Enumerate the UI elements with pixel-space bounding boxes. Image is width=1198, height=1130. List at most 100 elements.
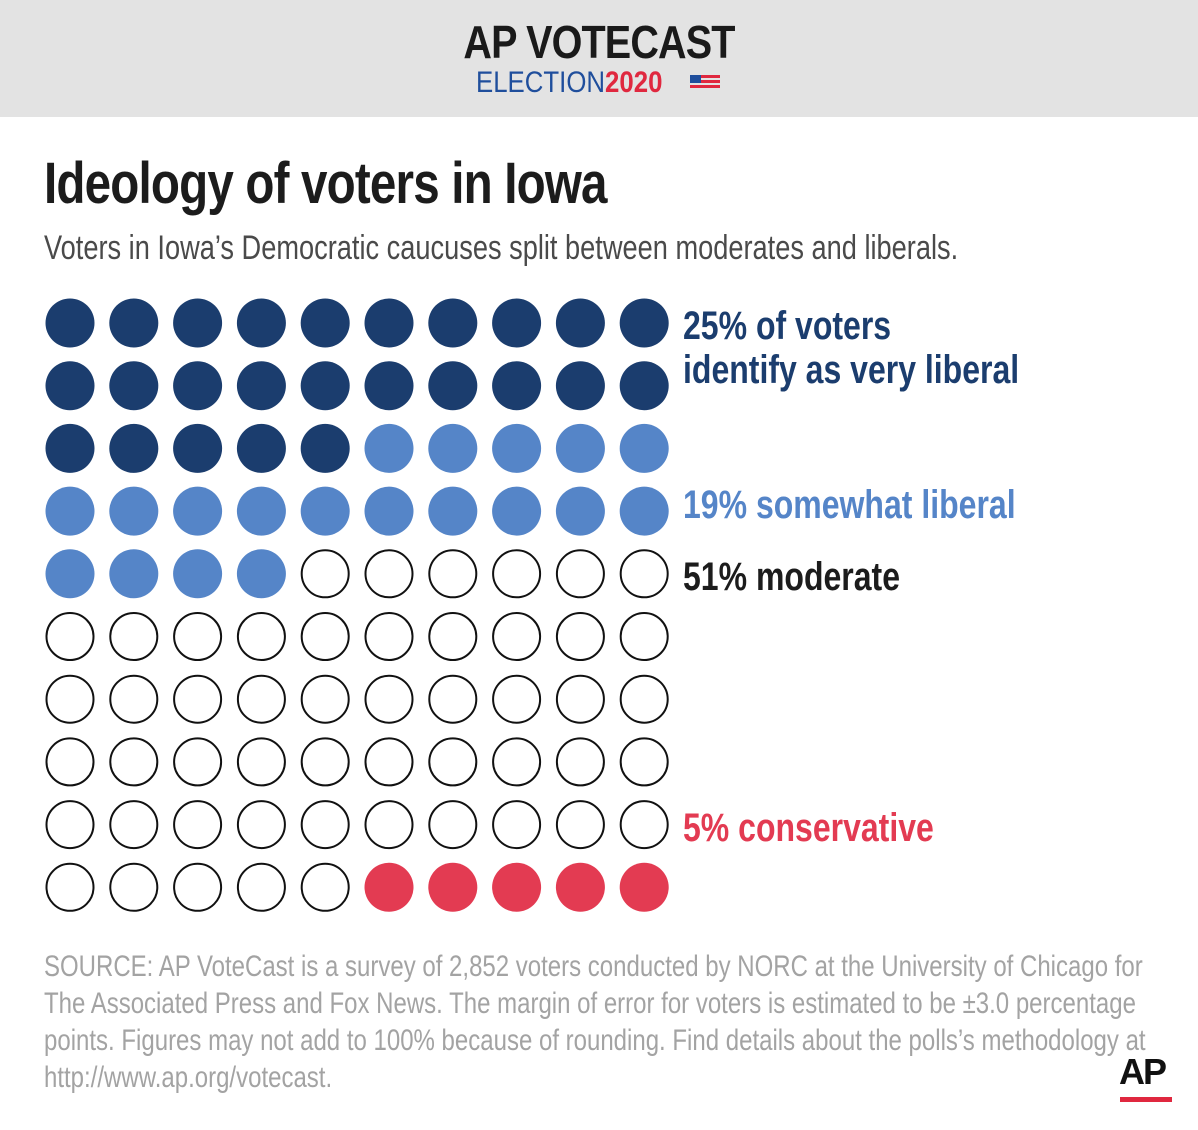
waffle-dot-moderate bbox=[555, 612, 605, 661]
label-very-liberal: 25% of voters identify as very liberal bbox=[683, 304, 1019, 392]
waffle-dot-moderate bbox=[364, 549, 414, 599]
waffle-dot-moderate bbox=[364, 737, 414, 787]
waffle-dot-very-liberal bbox=[109, 361, 159, 411]
waffle-dot-moderate bbox=[45, 862, 95, 912]
waffle-dot-very-liberal bbox=[492, 361, 542, 411]
waffle-dot-moderate bbox=[555, 800, 605, 850]
waffle-dot-moderate bbox=[492, 674, 542, 724]
waffle-dot-moderate bbox=[236, 737, 286, 787]
waffle-dot-somewhat-liberal bbox=[109, 486, 159, 536]
label-somewhat-liberal: 19% somewhat liberal bbox=[683, 483, 1016, 527]
waffle-dot-very-liberal bbox=[300, 361, 350, 411]
waffle-dot-moderate bbox=[428, 674, 478, 724]
waffle-dot-very-liberal bbox=[492, 298, 542, 348]
waffle-dot-moderate bbox=[619, 737, 669, 787]
waffle-dot-moderate bbox=[364, 612, 414, 661]
waffle-dot-moderate bbox=[300, 862, 350, 912]
waffle-dot-very-liberal bbox=[428, 361, 478, 411]
waffle-dot-very-liberal bbox=[555, 361, 605, 411]
waffle-chart bbox=[45, 298, 669, 912]
waffle-dot-somewhat-liberal bbox=[555, 486, 605, 536]
waffle-dot-moderate bbox=[173, 800, 223, 850]
waffle-dot-very-liberal bbox=[45, 423, 95, 473]
waffle-dot-very-liberal bbox=[619, 298, 669, 348]
chart-subtitle: Voters in Iowa’s Democratic caucuses spl… bbox=[44, 229, 959, 267]
waffle-dot-moderate bbox=[109, 612, 159, 661]
waffle-dot-very-liberal bbox=[364, 298, 414, 348]
waffle-dot-moderate bbox=[45, 800, 95, 850]
waffle-dot-somewhat-liberal bbox=[492, 486, 542, 536]
waffle-dot-somewhat-liberal bbox=[300, 486, 350, 536]
waffle-dot-moderate bbox=[300, 737, 350, 787]
waffle-dot-conservative bbox=[428, 862, 478, 912]
waffle-dot-conservative bbox=[619, 862, 669, 912]
waffle-dot-moderate bbox=[173, 737, 223, 787]
waffle-dot-somewhat-liberal bbox=[619, 423, 669, 473]
waffle-dot-moderate bbox=[45, 674, 95, 724]
waffle-dot-very-liberal bbox=[45, 298, 95, 348]
waffle-dot-moderate bbox=[492, 800, 542, 850]
waffle-dot-moderate bbox=[619, 549, 669, 599]
chart-title: Ideology of voters in Iowa bbox=[44, 151, 608, 216]
waffle-dot-very-liberal bbox=[45, 361, 95, 411]
waffle-dot-very-liberal bbox=[109, 423, 159, 473]
waffle-dot-moderate bbox=[109, 737, 159, 787]
waffle-dot-moderate bbox=[619, 800, 669, 850]
waffle-dot-moderate bbox=[619, 612, 669, 661]
ap-logo-underline bbox=[1120, 1097, 1172, 1102]
waffle-dot-somewhat-liberal bbox=[492, 423, 542, 473]
waffle-dot-somewhat-liberal bbox=[619, 486, 669, 536]
waffle-dot-conservative bbox=[555, 862, 605, 912]
waffle-dot-somewhat-liberal bbox=[428, 423, 478, 473]
ap-logo: AP bbox=[1119, 1051, 1167, 1092]
label-very-liberal-line-1: 25% of voters bbox=[683, 304, 892, 348]
waffle-dot-moderate bbox=[173, 612, 223, 661]
label-conservative: 5% conservative bbox=[683, 806, 934, 850]
flag-icon bbox=[690, 75, 720, 92]
source-note: SOURCE: AP VoteCast is a survey of 2,852… bbox=[44, 950, 1146, 1094]
waffle-dot-moderate bbox=[428, 800, 478, 850]
brand-subtitle: ELECTION2020 bbox=[476, 66, 662, 100]
waffle-dot-very-liberal bbox=[236, 298, 286, 348]
header-banner: AP VOTECAST ELECTION2020 bbox=[0, 0, 1198, 117]
brand-election: ELECTION bbox=[476, 66, 606, 99]
waffle-dot-moderate bbox=[45, 737, 95, 787]
waffle-dot-moderate bbox=[300, 800, 350, 850]
label-moderate: 51% moderate bbox=[683, 555, 900, 599]
brand-title: AP VOTECAST bbox=[463, 16, 735, 68]
waffle-dot-moderate bbox=[236, 674, 286, 724]
waffle-dot-very-liberal bbox=[109, 298, 159, 348]
waffle-dot-moderate bbox=[236, 612, 286, 661]
waffle-dot-moderate bbox=[619, 674, 669, 724]
waffle-dot-moderate bbox=[109, 674, 159, 724]
waffle-dot-moderate bbox=[428, 612, 478, 661]
waffle-dot-somewhat-liberal bbox=[45, 486, 95, 536]
waffle-dot-very-liberal bbox=[555, 298, 605, 348]
label-very-liberal-line-2: identify as very liberal bbox=[683, 348, 1020, 392]
waffle-dot-very-liberal bbox=[300, 423, 350, 473]
waffle-dot-somewhat-liberal bbox=[236, 486, 286, 536]
waffle-dot-very-liberal bbox=[364, 361, 414, 411]
waffle-dot-moderate bbox=[555, 737, 605, 787]
waffle-dot-somewhat-liberal bbox=[236, 549, 286, 599]
waffle-dot-very-liberal bbox=[173, 361, 223, 411]
waffle-dot-moderate bbox=[428, 737, 478, 787]
waffle-dot-very-liberal bbox=[173, 423, 223, 473]
waffle-dot-very-liberal bbox=[619, 361, 669, 411]
waffle-dot-moderate bbox=[236, 862, 286, 912]
waffle-dot-moderate bbox=[555, 674, 605, 724]
waffle-dot-somewhat-liberal bbox=[173, 549, 223, 599]
waffle-dot-moderate bbox=[364, 674, 414, 724]
waffle-dot-moderate bbox=[555, 549, 605, 599]
waffle-dot-somewhat-liberal bbox=[45, 549, 95, 599]
waffle-dot-conservative bbox=[492, 862, 542, 912]
waffle-dot-somewhat-liberal bbox=[364, 423, 414, 473]
waffle-dot-moderate bbox=[492, 549, 542, 599]
waffle-dot-moderate bbox=[45, 612, 95, 661]
waffle-dot-somewhat-liberal bbox=[428, 486, 478, 536]
waffle-dot-moderate bbox=[300, 612, 350, 661]
waffle-dot-somewhat-liberal bbox=[109, 549, 159, 599]
waffle-dot-somewhat-liberal bbox=[173, 486, 223, 536]
waffle-dot-moderate bbox=[300, 549, 350, 599]
waffle-dot-moderate bbox=[300, 674, 350, 724]
